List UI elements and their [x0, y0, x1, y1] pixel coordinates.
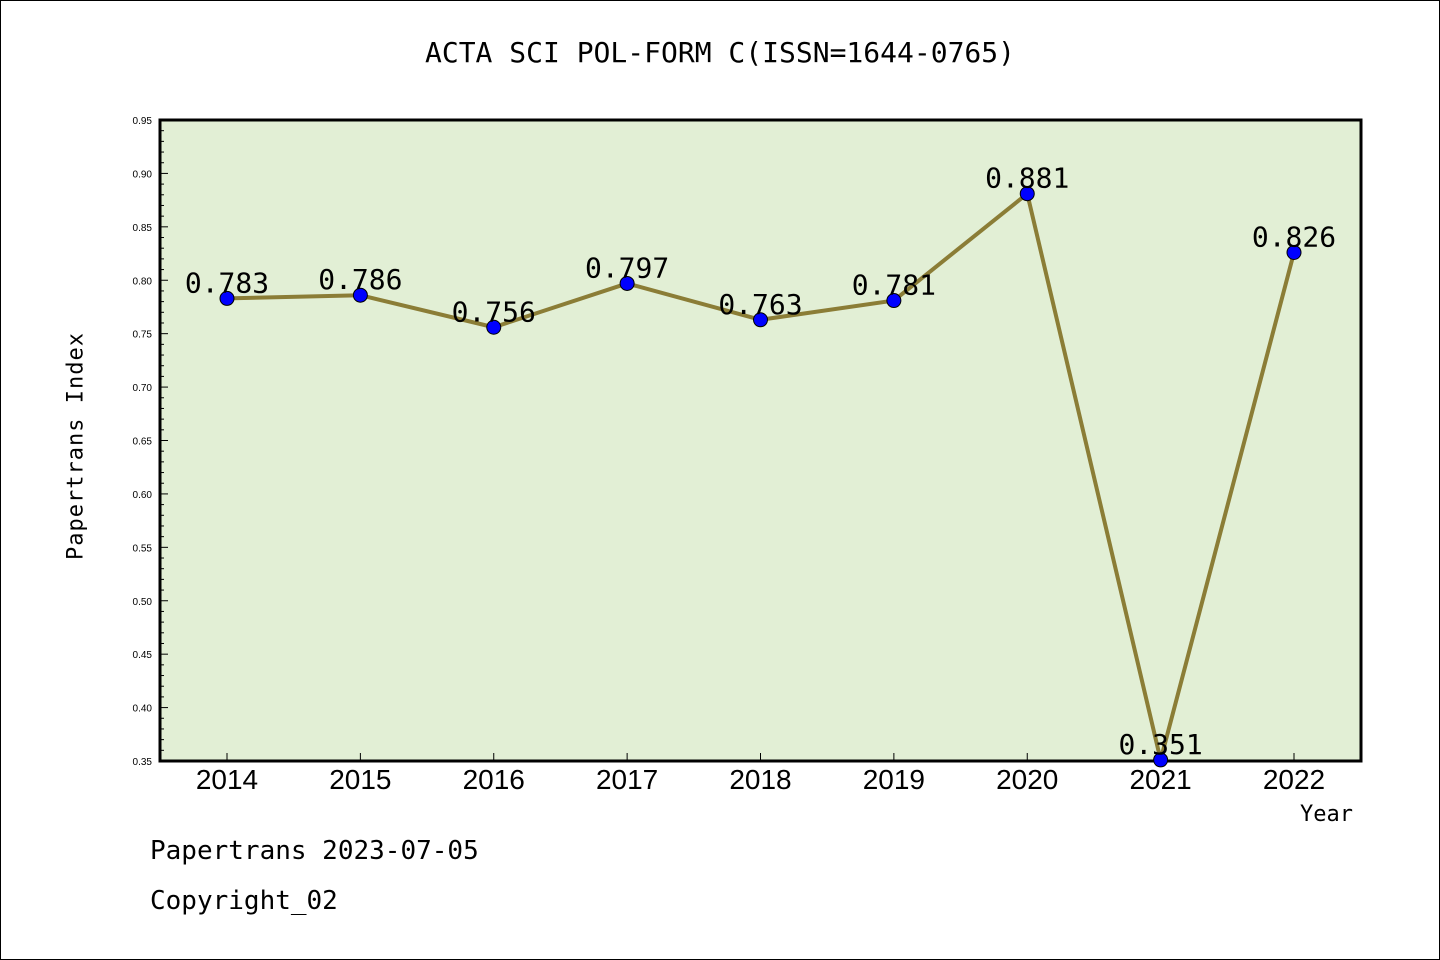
x-tick-label: 2019 [863, 764, 925, 795]
y-tick-label: 0.80 [133, 276, 153, 287]
data-label: 0.351 [1118, 728, 1202, 761]
y-tick-label: 0.85 [133, 223, 153, 234]
data-label: 0.826 [1252, 220, 1336, 253]
y-tick-label: 0.60 [133, 490, 153, 501]
data-point [1019, 186, 1035, 202]
data-label: 0.756 [452, 295, 536, 328]
y-tick-label: 0.50 [133, 597, 153, 608]
y-axis-label: Papertrans Index [63, 332, 89, 560]
data-point [753, 312, 768, 328]
y-tick-label: 0.55 [133, 543, 153, 554]
plot-border [158, 118, 1363, 763]
chart-title: ACTA SCI POL-FORM C(ISSN=1644-0765) [424, 36, 1015, 69]
y-tick-label: 0.75 [133, 330, 153, 341]
data-point [1153, 752, 1169, 768]
y-tick-label: 0.65 [133, 437, 153, 448]
data-point [219, 290, 235, 306]
data-label: 0.797 [585, 251, 669, 284]
x-tick-label: 2017 [596, 764, 658, 795]
y-tick-label: 0.70 [133, 383, 153, 394]
x-tick-label: 2020 [996, 764, 1058, 795]
data-label: 0.781 [852, 269, 936, 302]
x-tick-label: 2022 [1263, 764, 1325, 795]
data-point [886, 293, 902, 309]
x-tick-label: 2014 [196, 764, 258, 795]
y-tick-label: 0.35 [133, 757, 153, 768]
y-tick-label: 0.95 [133, 116, 153, 127]
data-point [1286, 244, 1302, 260]
footer-copyright: Copyright_02 [150, 886, 338, 916]
data-label: 0.763 [718, 288, 802, 321]
data-label: 0.783 [185, 266, 269, 299]
x-tick-label: 2016 [463, 764, 525, 795]
data-point [619, 275, 635, 291]
x-tick-label: 2015 [329, 764, 391, 795]
y-tick-label: 0.90 [133, 169, 153, 180]
data-label: 0.786 [318, 263, 402, 296]
plot-area [160, 120, 1361, 761]
y-tick-label: 0.40 [133, 704, 153, 715]
data-point [486, 319, 502, 335]
y-tick-label: 0.45 [133, 650, 153, 661]
footer-date: Papertrans 2023-07-05 [150, 836, 479, 866]
data-point [352, 287, 368, 303]
x-tick-label: 2021 [1129, 764, 1191, 795]
x-tick-label: 2018 [729, 764, 791, 795]
data-label: 0.881 [985, 162, 1069, 195]
x-axis-label: Year [1300, 802, 1353, 827]
